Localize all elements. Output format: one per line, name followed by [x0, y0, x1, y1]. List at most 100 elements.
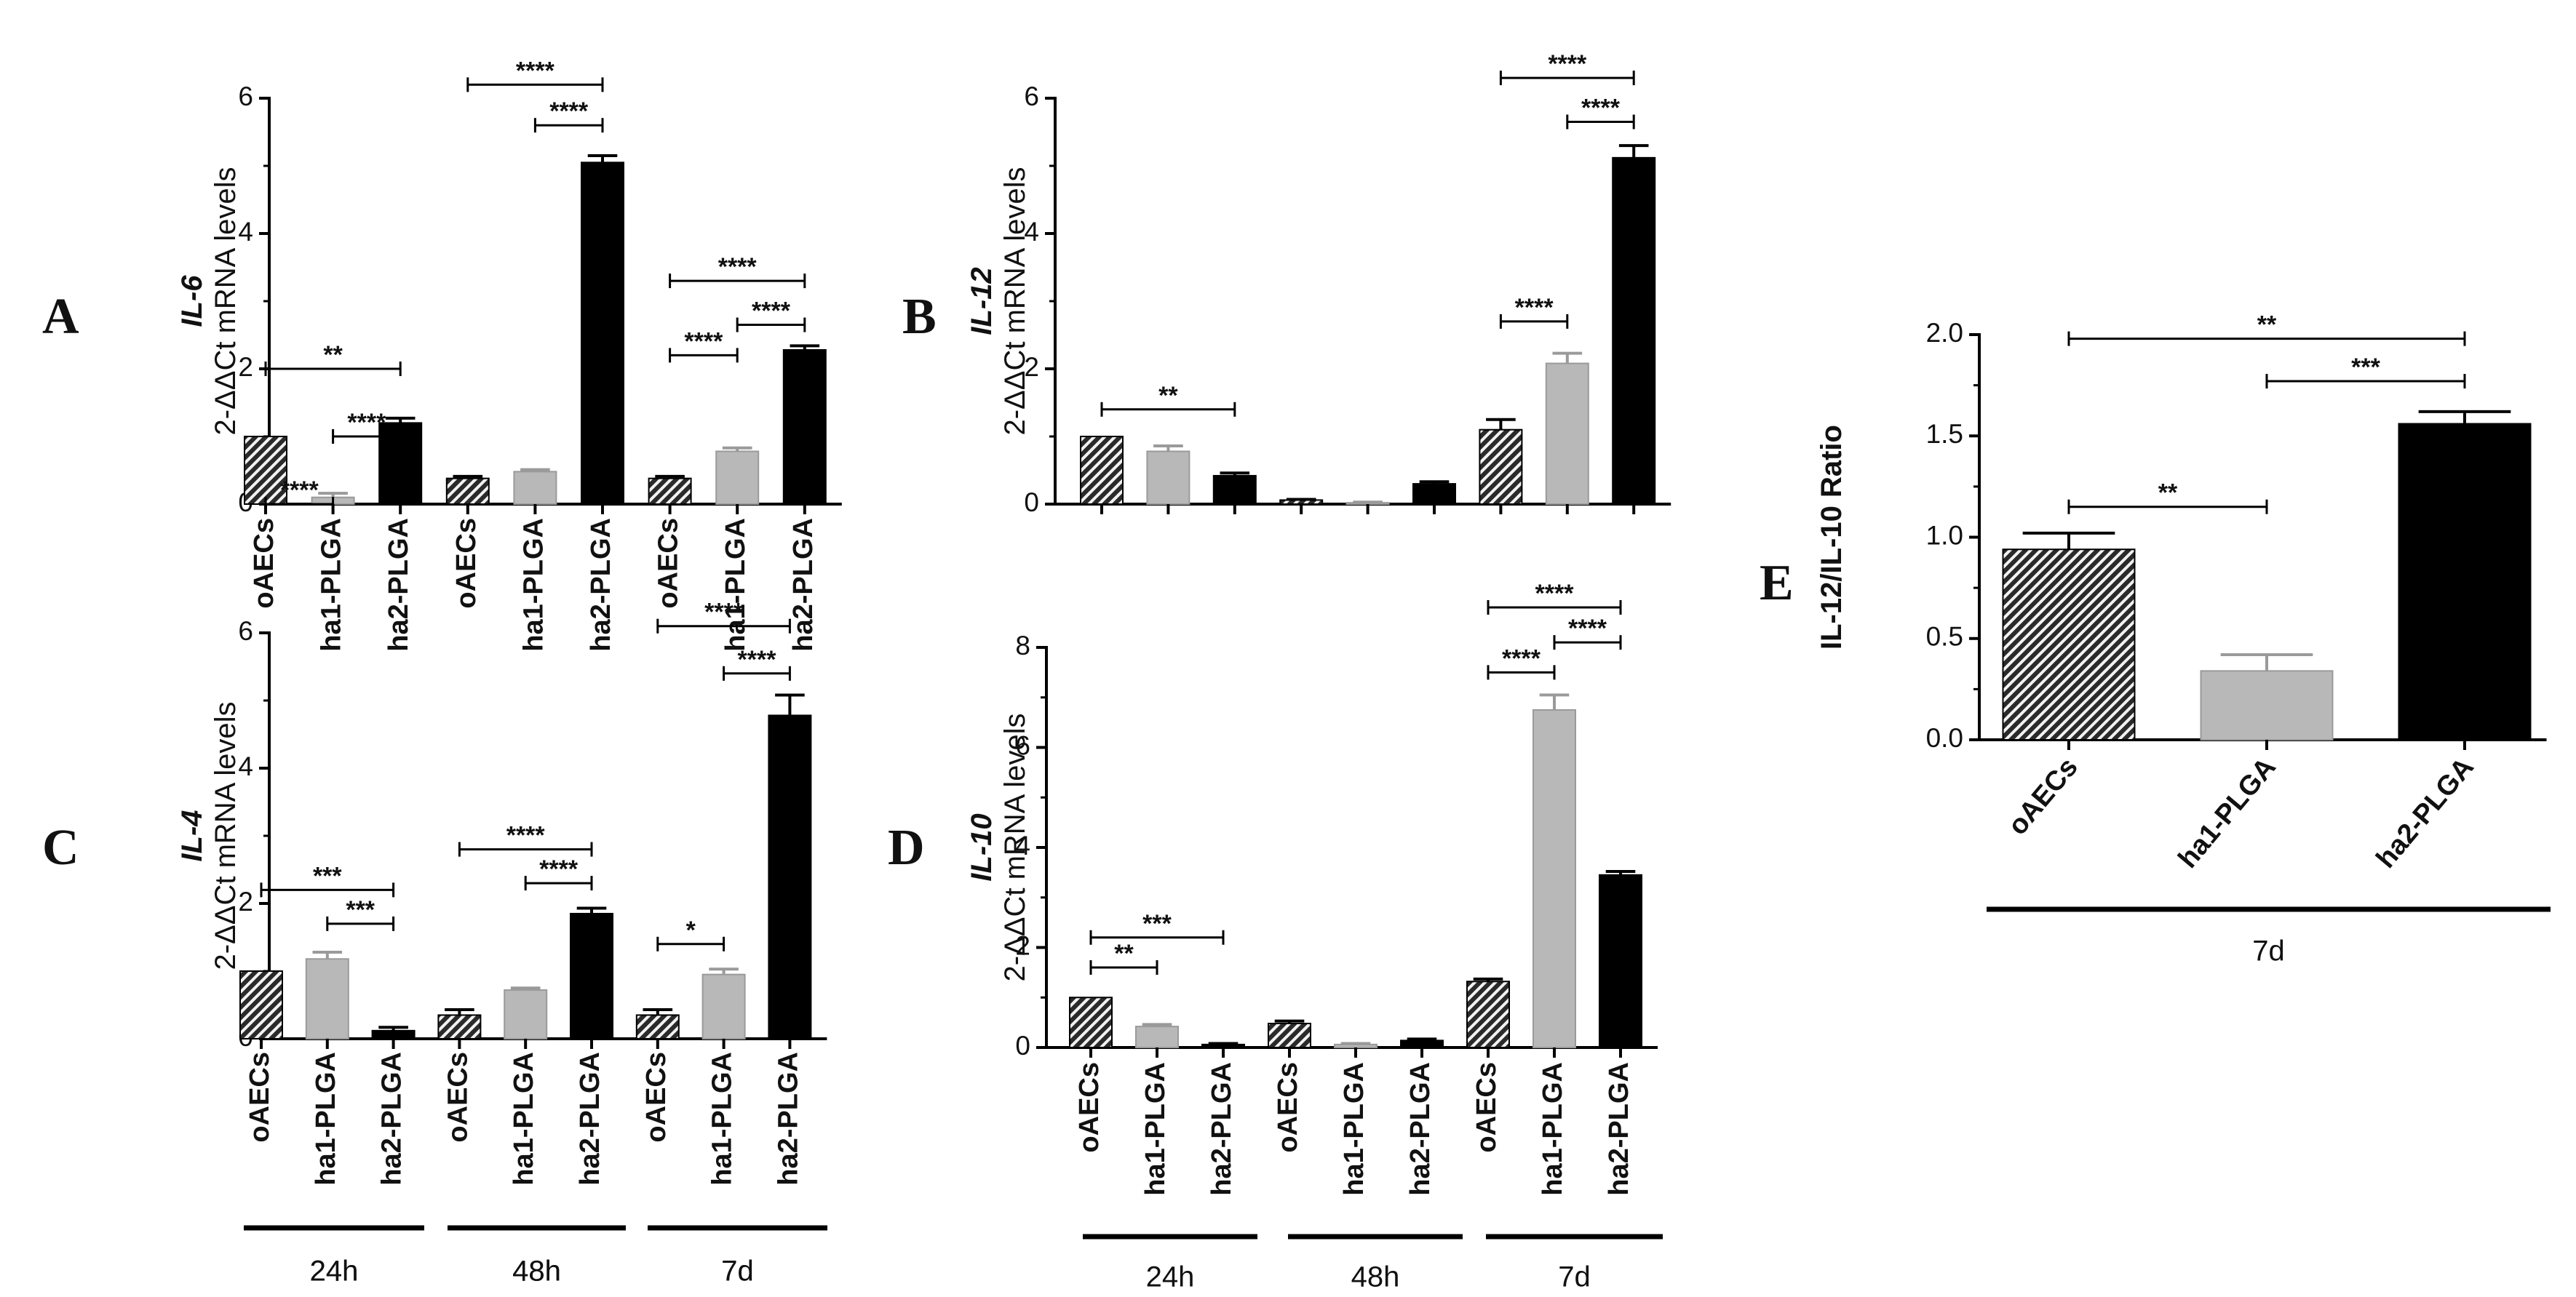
category-label: oAECs — [451, 518, 482, 609]
y-axis-label: IL-12/IL-10 Ratio — [1816, 425, 1848, 650]
category-label: oAECs — [442, 1052, 473, 1143]
bar-oAECs — [635, 1014, 680, 1039]
bar-ha2-PLGA — [1212, 474, 1257, 506]
y-axis-units: 2-ΔΔCt mRNA levels — [999, 713, 1031, 981]
bar-oAECs — [239, 970, 283, 1039]
y-tick-label: 2 — [1015, 930, 1030, 960]
y-tick-label: 2 — [238, 887, 253, 917]
gene-name: IL-4 — [176, 810, 208, 861]
y-tick-label: 0.0 — [1926, 723, 1963, 753]
y-tick-label: 4 — [1015, 831, 1030, 861]
significance-label: **** — [539, 855, 579, 883]
category-label: ha1-PLGA — [311, 1052, 341, 1186]
bar-oAECs — [1069, 997, 1113, 1048]
category-label: oAECs — [2003, 752, 2084, 841]
bar-ha1-PLGA — [701, 973, 746, 1040]
significance-label: **** — [738, 646, 777, 674]
y-axis-label: IL-102-ΔΔCt mRNA levels — [966, 713, 1031, 981]
significance-label: **** — [718, 253, 758, 281]
bar-oAECs — [1268, 1023, 1311, 1048]
y-tick-label: 4 — [238, 751, 253, 781]
significance-label: *** — [346, 896, 375, 924]
y-tick-label: 6 — [238, 616, 253, 646]
significance-label: **** — [684, 327, 723, 355]
y-tick-label: 0 — [1024, 487, 1039, 517]
y-tick-label: 2 — [1024, 352, 1039, 382]
category-label: ha2-PLGA — [2371, 752, 2480, 874]
y-tick-label: 8 — [1015, 631, 1030, 661]
chart-panel-A: A0246IL-62-ΔΔCt mRNA levelsoAECsha1-PLGA… — [42, 57, 842, 1288]
category-label: ha2-PLGA — [586, 518, 616, 652]
category-label: ha1-PLGA — [707, 1052, 738, 1186]
category-label: ha2-PLGA — [377, 1052, 408, 1186]
bar-ha1-PLGA — [305, 958, 349, 1040]
bar-ha1-PLGA — [1533, 709, 1576, 1048]
significance-label: *** — [2351, 354, 2380, 381]
y-axis-units: 2-ΔΔCt mRNA levels — [999, 167, 1031, 435]
gene-name: IL-10 — [966, 813, 998, 881]
y-axis-label: IL-42-ΔΔCt mRNA levels — [176, 701, 242, 970]
category-label: ha1-PLGA — [720, 518, 751, 652]
significance-label: **** — [347, 409, 386, 436]
significance-label: **** — [516, 57, 555, 84]
category-label: ha2-PLGA — [1405, 1062, 1436, 1196]
bar-oAECs — [1466, 981, 1510, 1048]
bar-ha2-PLGA — [2398, 423, 2532, 741]
significance-label: ** — [2257, 311, 2277, 339]
category-label: ha2-PLGA — [1604, 1062, 1634, 1196]
category-label: ha1-PLGA — [1538, 1062, 1568, 1196]
category-label: ha2-PLGA — [773, 1052, 803, 1186]
category-label: oAECs — [1273, 1062, 1303, 1153]
bar-ha2-PLGA — [581, 161, 624, 505]
significance-label: * — [686, 917, 696, 944]
y-tick-label: 6 — [1024, 81, 1039, 111]
bar-oAECs — [445, 477, 490, 505]
y-tick-label: 0.5 — [1926, 622, 1963, 652]
category-label: oAECs — [1471, 1062, 1502, 1153]
bar-ha2-PLGA — [782, 348, 827, 505]
y-tick-label: 6 — [1015, 730, 1030, 760]
bar-ha2-PLGA — [1412, 483, 1456, 505]
bar-ha1-PLGA — [1545, 362, 1589, 505]
significance-label: *** — [313, 862, 342, 890]
bar-oAECs — [1479, 428, 1523, 506]
category-label: ha1-PLGA — [518, 518, 549, 652]
category-label: oAECs — [245, 1052, 275, 1143]
group-label: 24h — [310, 1256, 359, 1288]
bar-ha1-PLGA — [504, 989, 548, 1040]
category-label: ha1-PLGA — [1339, 1062, 1370, 1196]
significance-label: **** — [549, 97, 589, 125]
group-label: 48h — [512, 1256, 561, 1288]
group-label: 48h — [512, 1256, 561, 1288]
significance-label: *** — [1142, 910, 1172, 938]
gene-name: IL-6 — [176, 275, 208, 327]
significance-label: ** — [2158, 479, 2178, 507]
y-tick-label: 4 — [238, 217, 253, 247]
group-label: 7d — [1558, 1261, 1591, 1293]
category-label: ha2-PLGA — [575, 1052, 605, 1186]
chart-panel-D: D 0 2 4 6 8 IL-102-ΔΔCt mRNA levels oAECs ha1-PL… — [888, 580, 1663, 1293]
bar-oAECs — [1080, 436, 1124, 505]
bar-ha1-PLGA — [1146, 450, 1190, 506]
y-axis-units: 2-ΔΔCt mRNA levels — [210, 701, 242, 970]
category-label: oAECs — [249, 518, 279, 609]
y-tick-label: 1.5 — [1926, 419, 1963, 449]
group-label: 7d — [721, 1256, 754, 1288]
category-label: oAECs — [1074, 1062, 1105, 1153]
category-label: ha1-PLGA — [1140, 1062, 1171, 1196]
panel-letter: B — [902, 289, 937, 345]
significance-label: **** — [1548, 50, 1587, 78]
gene-name: IL-12 — [966, 267, 998, 335]
significance-label: **** — [1568, 615, 1607, 642]
category-label: oAECs — [653, 518, 684, 609]
category-label: ha1-PLGA — [509, 1052, 539, 1186]
panel-letter: D — [888, 820, 925, 876]
significance-label: **** — [1515, 294, 1554, 322]
group-label: 7d — [721, 1256, 754, 1288]
significance-label: **** — [704, 599, 744, 626]
bar-ha1-PLGA — [2200, 670, 2334, 741]
bar-oAECs — [2002, 548, 2136, 741]
bar-ha1-PLGA — [1135, 1026, 1179, 1048]
significance-label: **** — [752, 298, 791, 325]
